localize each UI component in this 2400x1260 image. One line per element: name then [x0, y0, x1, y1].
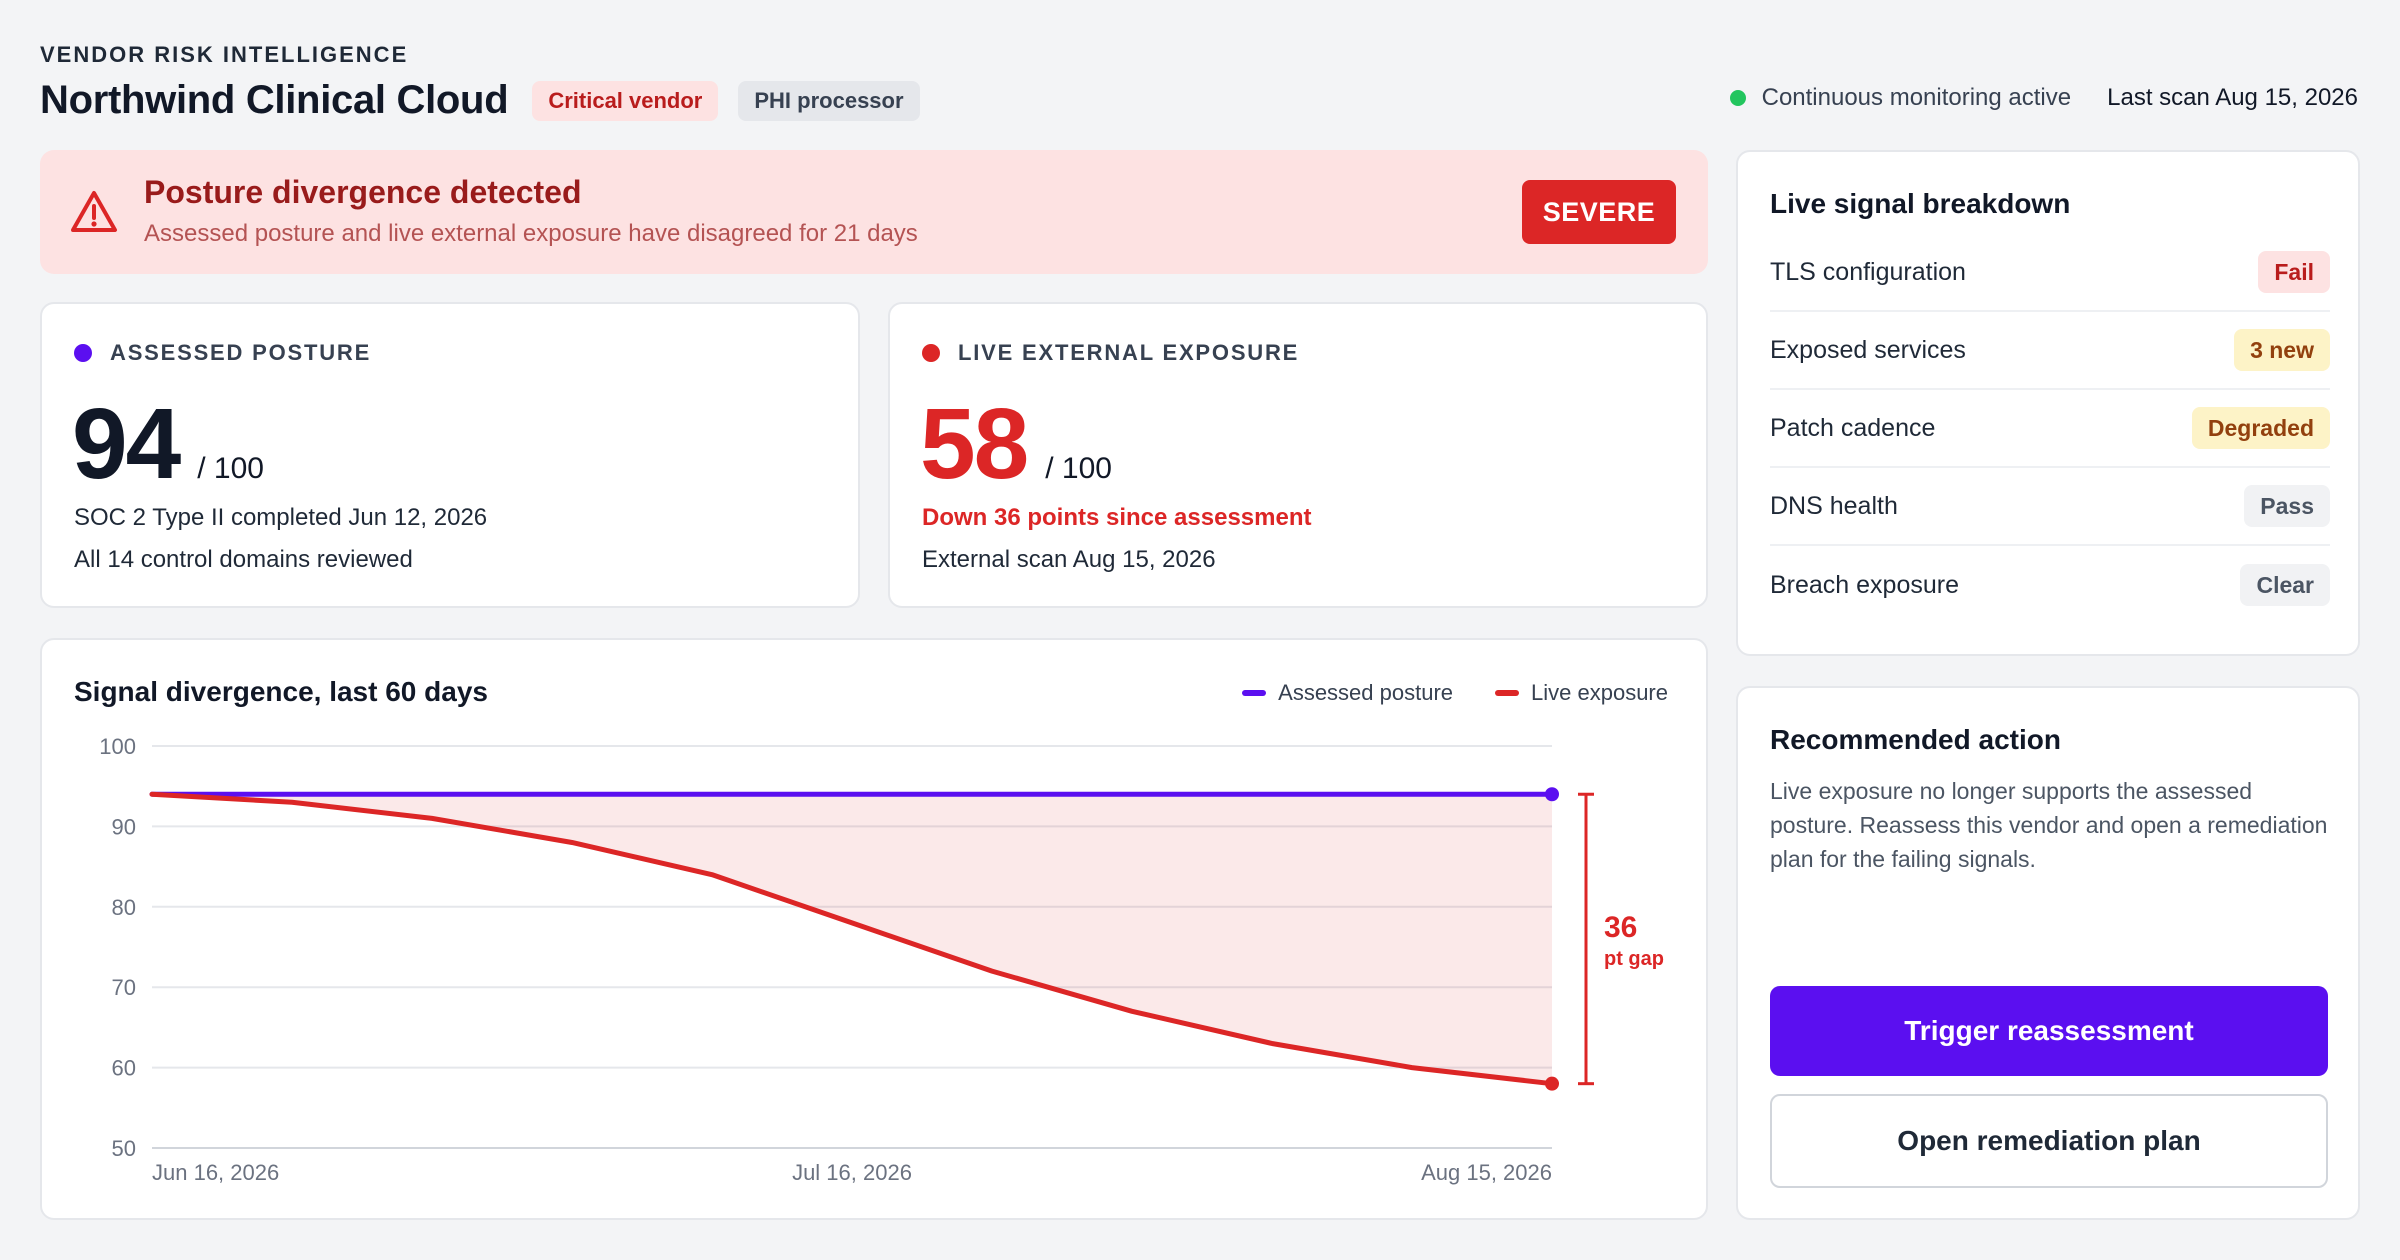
assessed-posture-label: ASSESSED POSTURE [74, 340, 371, 366]
score-drop-text: Down 36 points since assessment [922, 504, 1312, 531]
gap-value: 36 [1604, 911, 1637, 944]
signal-list: TLS configuration Fail Exposed services … [1770, 234, 2330, 624]
last-scan-text: Last scan Aug 15, 2026 [2107, 84, 2358, 111]
assessed-dot-icon [74, 344, 92, 362]
assessed-posture-card: ASSESSED POSTURE 94 / 100 SOC 2 Type II … [40, 302, 860, 608]
signal-status-badge: Clear [2240, 564, 2330, 606]
open-remediation-plan-button[interactable]: Open remediation plan [1770, 1094, 2328, 1188]
live-dot-icon [922, 344, 940, 362]
chart-legend: Assessed posture Live exposure [1200, 680, 1668, 706]
signal-breakdown-card: Live signal breakdown TLS configuration … [1736, 150, 2360, 656]
live-exposure-line [149, 791, 1555, 1087]
divergence-alert: Posture divergence detected Assessed pos… [40, 150, 1708, 274]
signal-status-badge: Degraded [2191, 407, 2330, 449]
trigger-reassessment-button[interactable]: Trigger reassessment [1770, 986, 2328, 1076]
warning-triangle-icon [70, 190, 118, 239]
live-score: 58 [920, 388, 1029, 500]
live-score-row: 58 / 100 [920, 384, 1112, 504]
recommended-action-card: Recommended action Live exposure no long… [1736, 686, 2360, 1220]
live-exposure-label: LIVE EXTERNAL EXPOSURE [922, 340, 1299, 366]
live-score-suffix: / 100 [1045, 452, 1112, 485]
assessed-endpoint [1545, 787, 1559, 802]
severity-badge[interactable]: SEVERE [1522, 180, 1676, 244]
monitoring-status: Continuous monitoring active Last scan A… [1729, 84, 2358, 112]
assessment-completed-text: SOC 2 Type II completed Jun 12, 2026 [74, 504, 488, 531]
y-tick-label: 80 [112, 895, 136, 920]
page-eyebrow: VENDOR RISK INTELLIGENCE [40, 42, 409, 67]
gap-label: pt gap [1604, 948, 1664, 970]
control-domains-text: All 14 control domains reviewed [74, 546, 413, 573]
action-description: Live exposure no longer supports the ass… [1770, 778, 2328, 872]
signals-title: Live signal breakdown [1770, 188, 2071, 219]
signal-row-patch-cadence[interactable]: Patch cadence Degraded [1770, 390, 2330, 468]
signal-name: TLS configuration [1770, 257, 1966, 286]
legend-label-assessed: Assessed posture [1278, 680, 1454, 705]
divergence-chart-card: 50 60 70 80 90 100 Jun 16, 2026 Jul 16, 2026 Aug… [40, 638, 1708, 1220]
y-tick-label: 90 [112, 814, 136, 839]
external-scan-text: External scan Aug 15, 2026 [922, 546, 1216, 573]
monitoring-status-text: Continuous monitoring active [1761, 84, 2072, 111]
signal-status-badge: Pass [2244, 485, 2330, 527]
x-tick-label: Jul 16, 2026 [792, 1160, 912, 1185]
chart-title: Signal divergence, last 60 days [74, 676, 488, 707]
assessed-label-text: ASSESSED POSTURE [110, 340, 372, 365]
live-endpoint [1545, 1076, 1559, 1091]
signal-name: Breach exposure [1770, 570, 1960, 599]
signal-status-badge: Fail [2258, 251, 2330, 293]
live-exposure-card: LIVE EXTERNAL EXPOSURE 58 / 100 Down 36 … [888, 302, 1708, 608]
page-title: Northwind Clinical Cloud [40, 78, 509, 122]
y-tick-label: 60 [112, 1056, 136, 1081]
legend-swatch-live [1495, 690, 1520, 696]
x-tick-label: Aug 15, 2026 [1421, 1160, 1552, 1185]
signal-name: Exposed services [1770, 335, 1966, 364]
live-label-text: LIVE EXTERNAL EXPOSURE [958, 340, 1300, 365]
legend-swatch-assessed [1242, 690, 1267, 696]
divergence-area [152, 794, 1552, 1084]
y-tick-label: 70 [112, 975, 136, 1000]
assessed-score-row: 94 / 100 [72, 384, 264, 504]
signal-name: Patch cadence [1770, 413, 1936, 442]
y-tick-label: 100 [99, 734, 136, 759]
phi-processor-tag: PHI processor [738, 80, 920, 121]
signal-row-breach-exposure[interactable]: Breach exposure Clear [1770, 546, 2330, 624]
title-row: Northwind Clinical Cloud Critical vendor… [40, 78, 920, 123]
assessed-score-suffix: / 100 [197, 452, 264, 485]
legend-label-live: Live exposure [1531, 680, 1668, 705]
status-dot-icon [1729, 90, 1746, 106]
action-title: Recommended action [1770, 724, 2061, 755]
signal-row-dns-health[interactable]: DNS health Pass [1770, 468, 2330, 546]
alert-title: Posture divergence detected [144, 174, 582, 210]
signal-row-tls[interactable]: TLS configuration Fail [1770, 234, 2330, 312]
assessed-score: 94 [72, 388, 181, 500]
x-tick-label: Jun 16, 2026 [152, 1160, 279, 1185]
legend-item-live: Live exposure [1495, 680, 1668, 706]
alert-subtitle: Assessed posture and live external expos… [144, 220, 918, 247]
y-tick-label: 50 [112, 1136, 136, 1161]
divergence-chart: 50 60 70 80 90 100 Jun 16, 2026 Jul 16, 2026 Aug… [99, 734, 1664, 1185]
signal-row-exposed-services[interactable]: Exposed services 3 new [1770, 312, 2330, 390]
critical-vendor-tag: Critical vendor [532, 80, 719, 121]
legend-item-assessed: Assessed posture [1242, 680, 1453, 706]
signal-name: DNS health [1770, 491, 1898, 520]
signal-status-badge: 3 new [2234, 329, 2330, 371]
